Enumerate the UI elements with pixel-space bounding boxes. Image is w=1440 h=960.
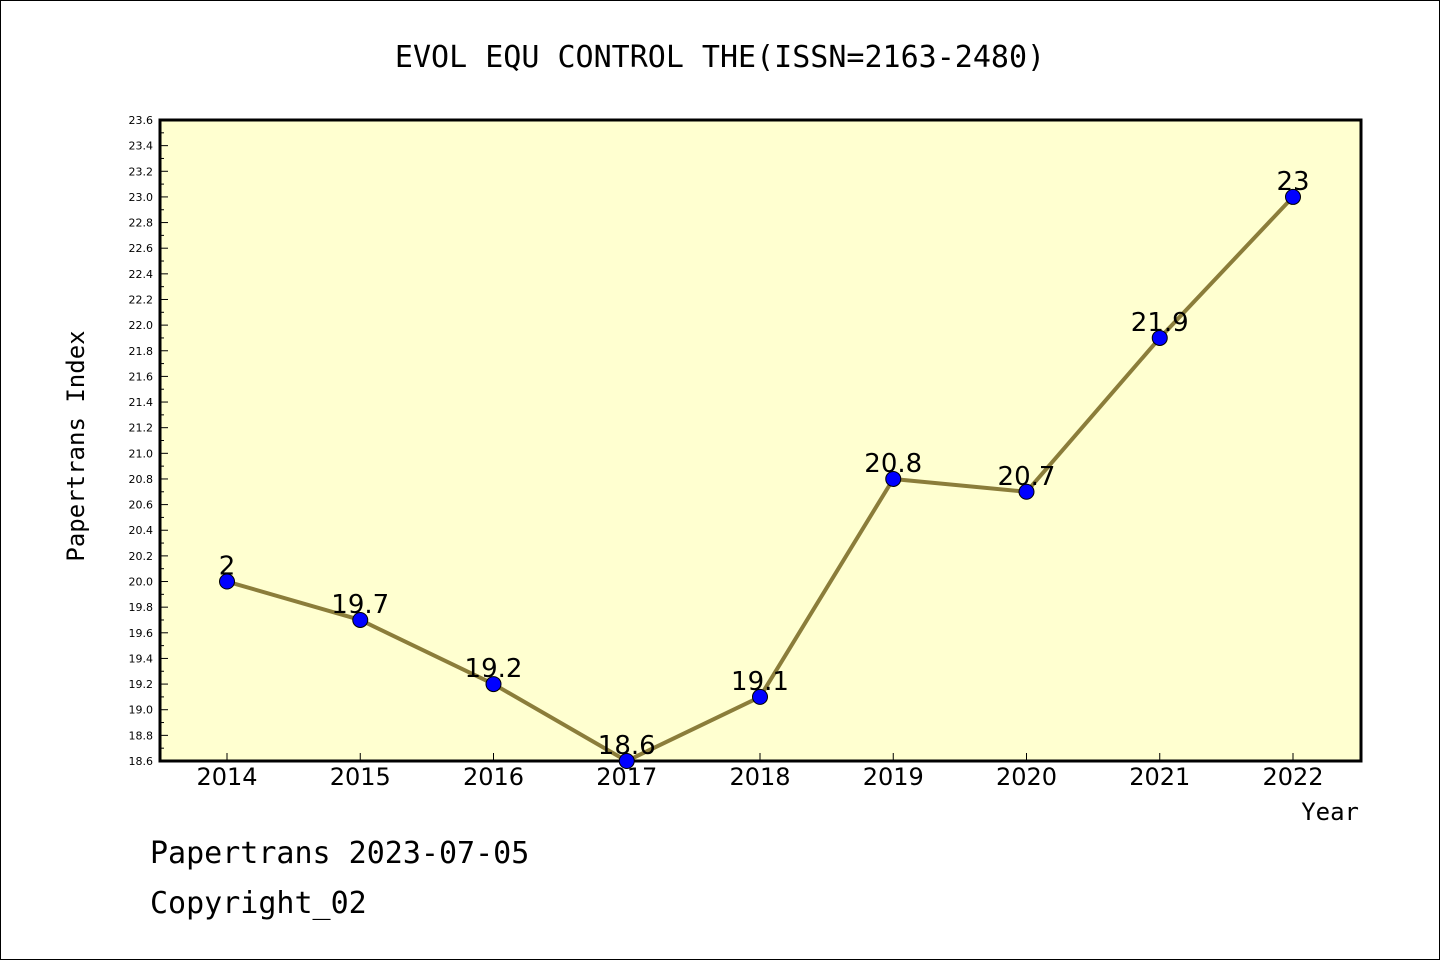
data-point-marker xyxy=(352,611,369,628)
x-tick-label: 2015 xyxy=(330,763,391,791)
plot-area xyxy=(158,118,1363,763)
data-point-marker xyxy=(885,470,902,487)
y-axis: 18.6 18.8 19.0 19.2 19.4 19.6 19.8 20.0 20.2 20.4… xyxy=(129,114,168,768)
x-tick-label: 2018 xyxy=(729,763,790,791)
y-tick-label: 20.2 xyxy=(129,550,154,563)
y-tick-label: 22.4 xyxy=(129,268,154,281)
y-tick-label: 19.0 xyxy=(129,704,154,717)
data-label: 19.2 xyxy=(465,654,523,684)
chart-title: EVOL EQU CONTROL THE(ISSN=2163-2480) xyxy=(395,40,1045,75)
y-tick-label: 20.4 xyxy=(129,524,154,537)
y-tick-label: 18.8 xyxy=(129,729,154,742)
y-tick-label: 22.2 xyxy=(129,293,154,306)
footer-copyright-text: Copyright_02 xyxy=(150,886,367,921)
data-label: 19.7 xyxy=(331,590,389,620)
x-tick-label: 2020 xyxy=(996,763,1057,791)
y-tick-label: 23.4 xyxy=(129,140,154,153)
data-label: 23 xyxy=(1276,167,1309,197)
y-tick-label: 23.0 xyxy=(129,191,154,204)
data-label: 2 xyxy=(219,552,236,582)
x-tick-label: 2016 xyxy=(463,763,524,791)
y-axis-label: Papertrans Index xyxy=(62,330,90,561)
y-tick-label: 21.6 xyxy=(129,370,154,383)
data-label: 18.6 xyxy=(598,731,656,761)
y-tick-label: 21.4 xyxy=(129,396,154,409)
data-point-marker xyxy=(219,573,235,590)
x-tick-label: 2014 xyxy=(196,763,257,791)
y-tick-label: 22.8 xyxy=(129,217,154,230)
y-tick-label: 19.2 xyxy=(129,678,154,691)
y-tick-label: 22.0 xyxy=(129,319,154,332)
y-tick-label: 21.0 xyxy=(129,447,154,460)
y-tick-label: 20.0 xyxy=(129,576,154,589)
y-tick-label: 20.8 xyxy=(129,473,154,486)
y-tick-label: 19.8 xyxy=(129,601,154,614)
data-point-marker xyxy=(1018,483,1035,500)
data-label: 21.9 xyxy=(1131,308,1189,338)
data-label: 19.1 xyxy=(731,667,789,697)
data-label: 20.8 xyxy=(864,449,922,479)
x-tick-label: 2022 xyxy=(1262,763,1323,791)
x-axis-label: Year xyxy=(1301,798,1359,826)
y-tick-label: 19.4 xyxy=(129,652,154,665)
y-tick-label: 23.2 xyxy=(129,165,154,178)
data-point-marker xyxy=(1151,329,1168,346)
data-point-marker xyxy=(618,753,635,769)
data-labels-group: 2 19.7 19.2 18.6 19.1 20.8 20.7 21.9 23 xyxy=(219,167,1310,761)
y-tick-label: 21.2 xyxy=(129,422,154,435)
y-tick-label: 19.6 xyxy=(129,627,154,640)
x-axis: 2014 2015 2016 2017 2018 2019 2020 2021 2022 xyxy=(196,753,1324,791)
y-tick-label: 21.8 xyxy=(129,345,154,358)
x-tick-label: 2019 xyxy=(863,763,924,791)
x-tick-label: 2021 xyxy=(1129,763,1190,791)
footer-date-text: Papertrans 2023-07-05 xyxy=(150,836,530,871)
data-point-marker xyxy=(485,676,502,693)
data-point-marker xyxy=(752,688,768,705)
markers-group xyxy=(219,188,1301,769)
y-tick-label: 18.6 xyxy=(129,755,154,768)
y-tick-label: 20.6 xyxy=(129,499,154,512)
data-label: 20.7 xyxy=(998,462,1056,492)
y-tick-label: 23.6 xyxy=(129,114,154,127)
data-point-marker xyxy=(1285,188,1301,205)
y-tick-label: 22.6 xyxy=(129,242,154,255)
